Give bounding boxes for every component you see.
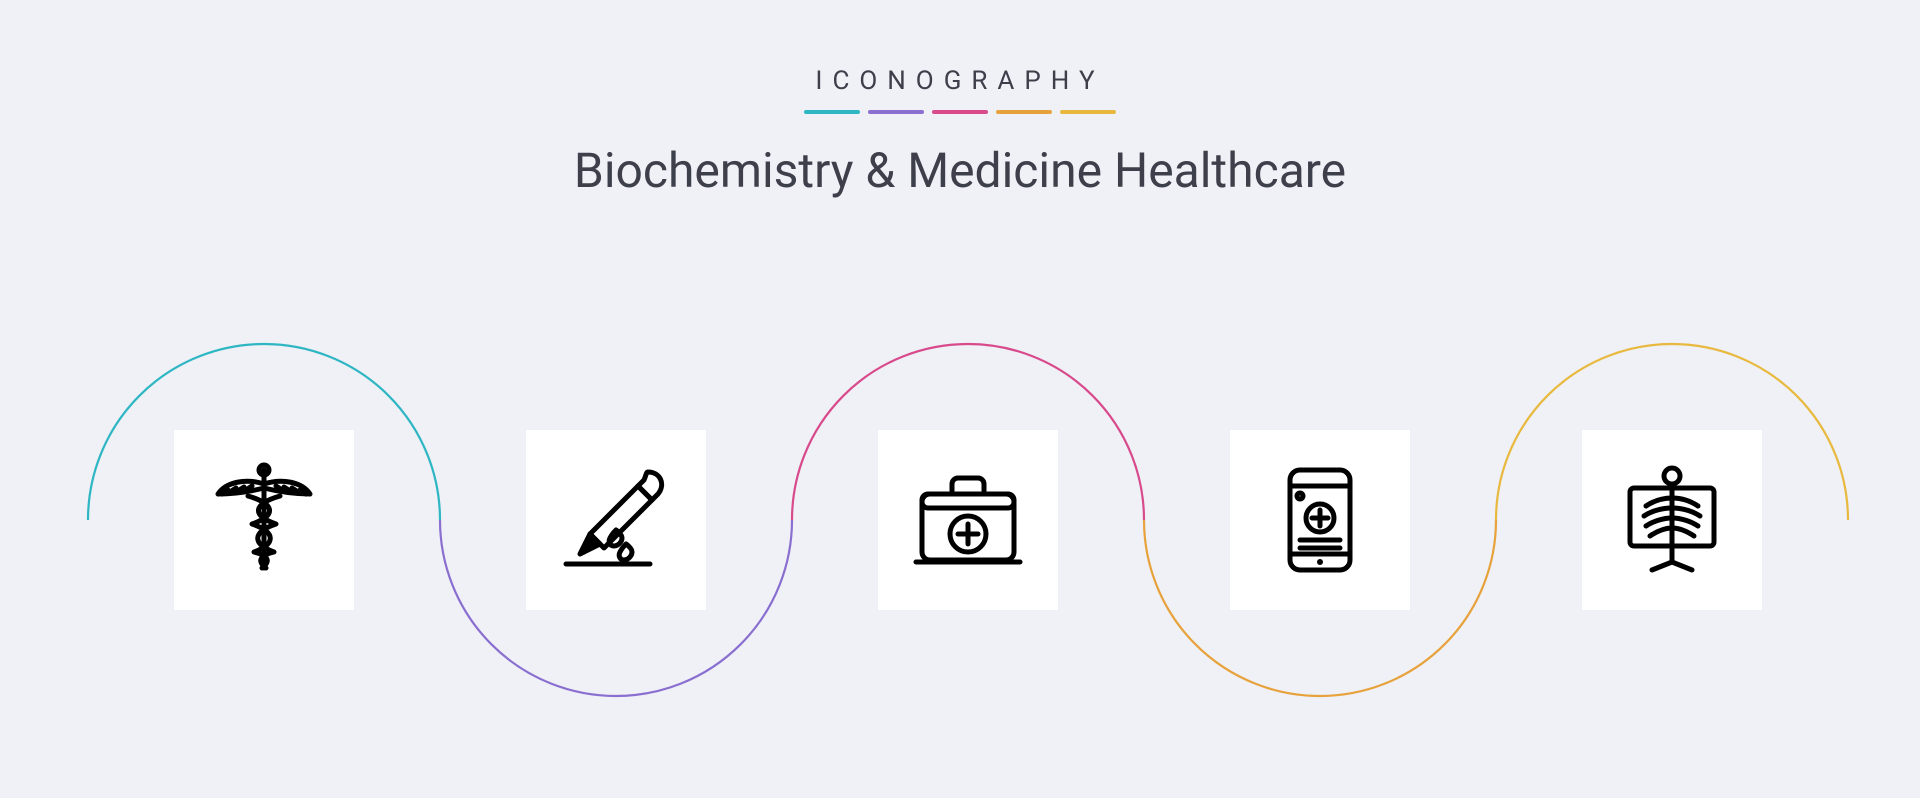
medical-app-icon	[1260, 460, 1380, 580]
page-title: Biochemistry & Medicine Healthcare	[0, 142, 1920, 199]
underline-seg-5	[1060, 110, 1116, 114]
icon-tile-medical-app	[1230, 430, 1410, 610]
brand-label: ICONOGRAPHY	[0, 66, 1920, 96]
caduceus-icon	[204, 460, 324, 580]
icon-tile-xray	[1582, 430, 1762, 610]
first-aid-kit-icon	[908, 460, 1028, 580]
icon-tile-dropper	[526, 430, 706, 610]
underline-seg-1	[804, 110, 860, 114]
underline-seg-2	[868, 110, 924, 114]
underline-seg-3	[932, 110, 988, 114]
dropper-icon	[556, 460, 676, 580]
xray-icon	[1612, 460, 1732, 580]
icon-tile-caduceus	[174, 430, 354, 610]
header: ICONOGRAPHY Biochemistry & Medicine Heal…	[0, 66, 1920, 199]
brand-underline	[0, 110, 1920, 114]
underline-seg-4	[996, 110, 1052, 114]
icon-tile-first-aid	[878, 430, 1058, 610]
